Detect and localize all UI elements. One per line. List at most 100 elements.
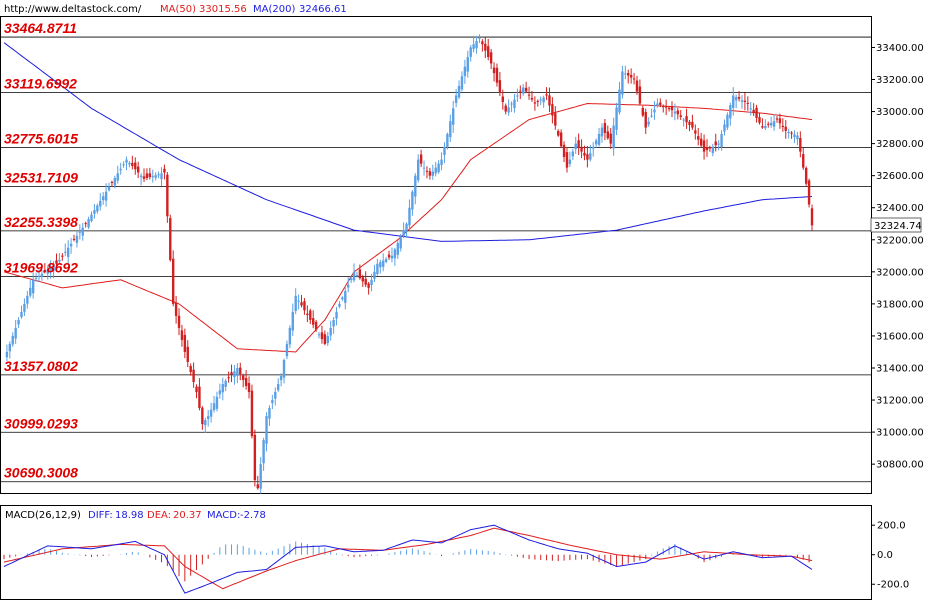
candle-body [119,168,122,171]
candle-body [516,95,519,97]
candle-body [180,330,184,340]
candle-body [297,300,300,302]
candle-body [355,275,359,277]
candle-body [632,78,636,80]
candle-body [169,218,172,261]
candle-body [527,94,531,96]
candle-body [224,380,227,387]
candle-body [422,167,426,169]
macd-tick-label: 0.0 [877,550,893,561]
candle-body [373,271,376,279]
candle-body [475,41,478,49]
candle-body [717,143,720,145]
candle-body [399,236,402,249]
candle-body [288,327,292,345]
candle-body [69,243,73,247]
ma50-series [3,102,813,353]
candle-body [720,133,723,148]
candle-body [504,105,507,112]
ma200-label: MA(200) [253,4,295,15]
price-tick-label: 32000.00 [876,267,924,278]
candle-body [452,108,455,125]
candle-body [259,464,262,489]
macd-tick-label: -200.0 [877,580,909,591]
candle-body [562,144,566,157]
candle-body [46,269,49,274]
candle-body [650,115,653,117]
candle-body [157,174,160,176]
price-axis: 33400.00 33200.00 33000.00 32800.00 32600.00… [871,43,924,471]
candle-body [755,107,758,118]
candle-body [522,87,525,94]
candle-body [61,255,64,257]
candle-body [335,311,338,319]
macd-value: -2.78 [240,510,266,521]
candle-body [524,87,528,92]
candle-body [189,366,192,372]
candle-body [667,107,671,109]
candle-body [767,123,770,125]
candle-body [396,242,399,255]
macd-label: MACD: [207,510,240,521]
candle-body [93,210,96,214]
candle-body [627,73,630,76]
candle-body [198,386,201,409]
price-tick-label: 31600.00 [876,331,924,342]
candle-body [621,71,624,95]
dea-value: 20.37 [173,510,202,521]
candle-body [775,118,779,120]
candle-body [425,170,429,172]
candle-body [230,372,233,375]
candle-body [446,133,449,148]
candle-body [233,371,236,377]
diff-line [3,524,813,594]
candle-body [670,106,674,111]
candle-body [434,167,437,174]
level-labels: 33464.8711 33119.6992 32775.6015 32531.7109… [4,20,78,481]
candle-body [58,259,61,262]
candle-body [746,102,750,104]
last-price-box [870,217,922,233]
candle-body [387,254,391,258]
candle-body [17,319,20,325]
ma50-value: 33015.56 [199,4,247,15]
candle-body [142,176,146,179]
candle-body [784,126,787,131]
candle-body [460,76,464,90]
candle-body [457,85,461,98]
candle-body [379,262,382,268]
candle-body [113,177,117,186]
candle-body [110,181,114,183]
candle-body [323,334,327,344]
candle-body [154,175,157,178]
candle-body [332,319,335,327]
candle-body [265,416,268,444]
candle-body [606,131,610,139]
candle-body [215,396,219,409]
candle-body [192,369,195,383]
candle-body [463,66,467,77]
candle-body [694,130,697,134]
candle-body [320,332,324,340]
level-label: 32775.6015 [4,131,78,147]
macd-panel-frame [0,505,872,600]
candle-body [574,143,577,150]
candle-body [557,130,560,136]
candle-body [84,223,87,225]
candle-body [125,159,128,163]
price-tick-label: 33400.00 [876,43,924,54]
price-tick-label: 33000.00 [876,107,924,118]
candle-body [276,384,280,391]
level-label: 31357.0802 [4,358,78,374]
candle-body [361,277,364,282]
candle-body [536,100,540,102]
candle-body [440,159,443,165]
candle-body [14,327,17,339]
macd-tick-label: 200.0 [877,521,906,532]
candle-body [40,273,44,277]
candle-body [551,104,554,116]
candle-body [43,269,47,272]
candle-body [533,102,537,104]
candle-body [589,153,592,160]
candle-body [122,164,125,166]
